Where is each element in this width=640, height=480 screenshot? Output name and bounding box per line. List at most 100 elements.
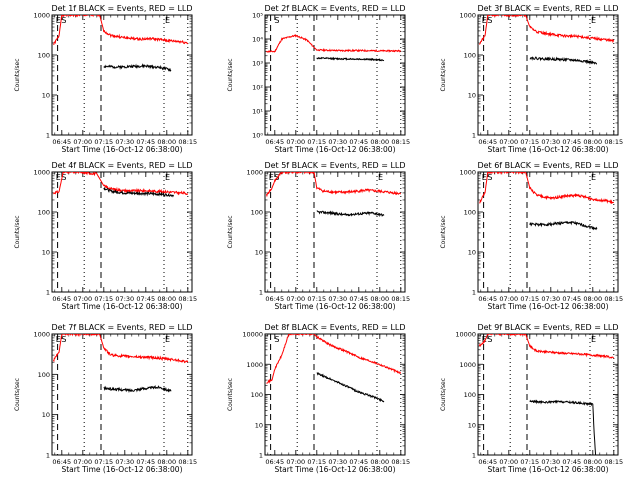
x-tick-label: 07:45 (349, 295, 368, 303)
y-axis-label: Counts/sec (227, 215, 234, 248)
y-tick-label: 100 (38, 52, 50, 60)
y-tick-label: 100 (251, 209, 263, 217)
event-marker-letter: S (61, 335, 66, 344)
y-tick-label: 1000 (246, 361, 263, 369)
y-tick-label: 10 (468, 421, 476, 429)
panel-title: Det 7f BLACK = Events, RED = LLD (51, 323, 192, 332)
y-tick-label: 1000 (459, 169, 476, 177)
x-tick-label: 07:30 (328, 458, 347, 466)
lld-series-line (478, 334, 614, 359)
event-marker-letter: S (487, 335, 492, 344)
lld-series-line (479, 15, 615, 45)
events-series-line (529, 399, 597, 455)
panel-det-4: Det 4f BLACK = Events, RED = LLD 1 10 100 10… (14, 161, 197, 311)
panel-det-8: Det 8f BLACK = Events, RED = LLD 1 10 100 10… (227, 323, 410, 474)
y-tick-label: 1 (472, 452, 476, 460)
panel-det-6: Det 6f BLACK = Events, RED = LLD 1 10 100 10… (440, 161, 623, 311)
x-axis-label: Start Time (16-Oct-12 06:38:00) (274, 465, 395, 474)
x-tick-label: 07:15 (307, 295, 326, 303)
x-tick-label: 07:45 (562, 295, 581, 303)
x-axis-label: Start Time (16-Oct-12 06:38:00) (274, 302, 395, 311)
y-axis-label: Counts/sec (440, 378, 447, 411)
y-tick-label: 1 (472, 132, 476, 140)
x-tick-label: 07:15 (520, 138, 539, 146)
events-series-line (529, 220, 598, 231)
event-marker-letter: S (61, 173, 66, 182)
y-axis-label: Counts/sec (227, 58, 234, 91)
x-tick-label: 07:30 (541, 458, 560, 466)
event-marker-letter: S (487, 16, 492, 25)
event-marker-letter: E (378, 173, 383, 182)
y-tick-label: 1000 (33, 12, 50, 20)
event-marker-letter: E (591, 335, 596, 344)
y-tick-label: 10 (468, 249, 476, 257)
lld-series-line (265, 34, 401, 53)
lld-series-line (479, 172, 615, 205)
panel-det-2: Det 2f BLACK = Events, RED = LLD 10⁰ 10¹ 10… (227, 4, 410, 154)
event-marker-letter: E (56, 173, 61, 182)
panel-title: Det 4f BLACK = Events, RED = LLD (51, 161, 192, 170)
y-tick-label: 10 (468, 92, 476, 100)
plot-frame (477, 14, 619, 136)
event-marker-letter: E (56, 335, 61, 344)
x-tick-label: 06:45 (52, 295, 71, 303)
y-tick-label: 10 (42, 92, 50, 100)
y-axis-label: Counts/sec (14, 215, 21, 248)
x-tick-label: 08:00 (370, 458, 389, 466)
events-series-line (316, 372, 385, 403)
x-tick-label: 07:15 (520, 458, 539, 466)
plot-frame (477, 171, 619, 293)
x-tick-label: 07:00 (286, 138, 305, 146)
event-marker-letter: S (61, 16, 66, 25)
event-marker-letter: E (482, 335, 487, 344)
x-tick-label: 08:15 (178, 295, 197, 303)
event-marker-letter: E (482, 16, 487, 25)
lld-series-line (52, 334, 189, 364)
x-tick-label: 08:15 (604, 295, 623, 303)
lld-series-line (266, 334, 402, 384)
x-tick-label: 07:45 (349, 138, 368, 146)
x-tick-label: 07:45 (136, 295, 155, 303)
x-tick-label: 06:45 (478, 458, 497, 466)
x-tick-label: 07:00 (286, 295, 305, 303)
panel-title: Det 5f BLACK = Events, RED = LLD (264, 161, 405, 170)
y-axis-label: Counts/sec (440, 58, 447, 91)
y-tick-label: 100 (38, 371, 50, 379)
x-tick-label: 07:30 (115, 138, 134, 146)
y-tick-label: 1000 (33, 169, 50, 177)
x-tick-label: 07:00 (499, 458, 518, 466)
y-tick-label: 100 (38, 209, 50, 217)
x-tick-label: 08:15 (178, 138, 197, 146)
event-marker-letter: E (165, 335, 170, 344)
x-tick-label: 06:45 (478, 138, 497, 146)
x-tick-label: 08:15 (604, 138, 623, 146)
x-tick-label: 07:15 (94, 138, 113, 146)
plot-frame (51, 171, 193, 293)
y-tick-label: 10⁵ (252, 12, 263, 20)
x-tick-label: 07:00 (499, 295, 518, 303)
x-tick-label: 07:00 (73, 458, 92, 466)
y-tick-label: 100 (251, 391, 263, 399)
x-tick-label: 07:30 (115, 295, 134, 303)
x-tick-label: 06:45 (478, 295, 497, 303)
x-tick-label: 07:15 (94, 458, 113, 466)
y-tick-label: 10 (255, 249, 263, 257)
y-tick-label: 100 (464, 209, 476, 217)
y-tick-label: 1 (259, 289, 263, 297)
panel-det-3: Det 3f BLACK = Events, RED = LLD 1 10 100 10… (440, 4, 623, 154)
panel-title: Det 6f BLACK = Events, RED = LLD (477, 161, 618, 170)
x-tick-label: 06:45 (52, 138, 71, 146)
panel-title: Det 3f BLACK = Events, RED = LLD (477, 4, 618, 13)
plot-frame (51, 333, 193, 456)
x-tick-label: 07:45 (562, 458, 581, 466)
x-tick-label: 08:00 (583, 295, 602, 303)
x-tick-label: 08:00 (157, 138, 176, 146)
x-tick-label: 07:15 (520, 295, 539, 303)
y-tick-label: 1 (259, 452, 263, 460)
panel-det-5: Det 5f BLACK = Events, RED = LLD 1 10 100 10… (227, 161, 410, 311)
x-tick-label: 07:15 (307, 138, 326, 146)
event-marker-letter: E (56, 16, 61, 25)
plot-frame (264, 333, 406, 456)
lld-series-line (53, 15, 189, 46)
